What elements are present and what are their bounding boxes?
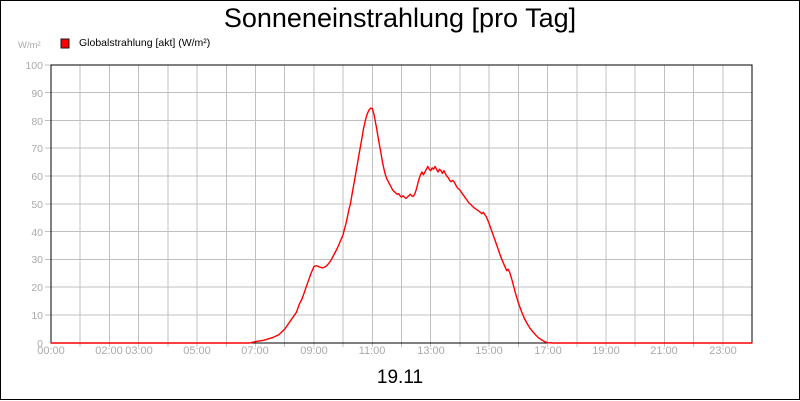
svg-text:17:00: 17:00: [534, 345, 562, 357]
svg-text:21:00: 21:00: [650, 345, 678, 357]
svg-text:70: 70: [31, 143, 43, 155]
svg-text:13:00: 13:00: [417, 345, 445, 357]
svg-text:15:00: 15:00: [475, 345, 503, 357]
svg-text:80: 80: [31, 116, 43, 128]
svg-text:60: 60: [31, 171, 43, 183]
svg-text:05:00: 05:00: [183, 345, 211, 357]
svg-text:00:00: 00:00: [37, 345, 65, 357]
svg-text:W/m²: W/m²: [18, 40, 41, 51]
svg-text:07:00: 07:00: [241, 345, 269, 357]
svg-text:23:00: 23:00: [709, 345, 737, 357]
svg-text:Globalstrahlung [akt] (W/m²): Globalstrahlung [akt] (W/m²): [79, 37, 210, 49]
svg-text:40: 40: [31, 227, 43, 239]
svg-text:30: 30: [31, 254, 43, 266]
svg-text:10: 10: [31, 310, 43, 322]
svg-text:03:00: 03:00: [125, 345, 153, 357]
svg-text:20: 20: [31, 282, 43, 294]
svg-text:09:00: 09:00: [300, 345, 328, 357]
svg-text:19:00: 19:00: [592, 345, 620, 357]
svg-text:90: 90: [31, 88, 43, 100]
svg-text:50: 50: [31, 199, 43, 211]
svg-text:11:00: 11:00: [359, 345, 386, 357]
svg-text:100: 100: [25, 60, 43, 72]
svg-text:02:00: 02:00: [95, 345, 123, 357]
